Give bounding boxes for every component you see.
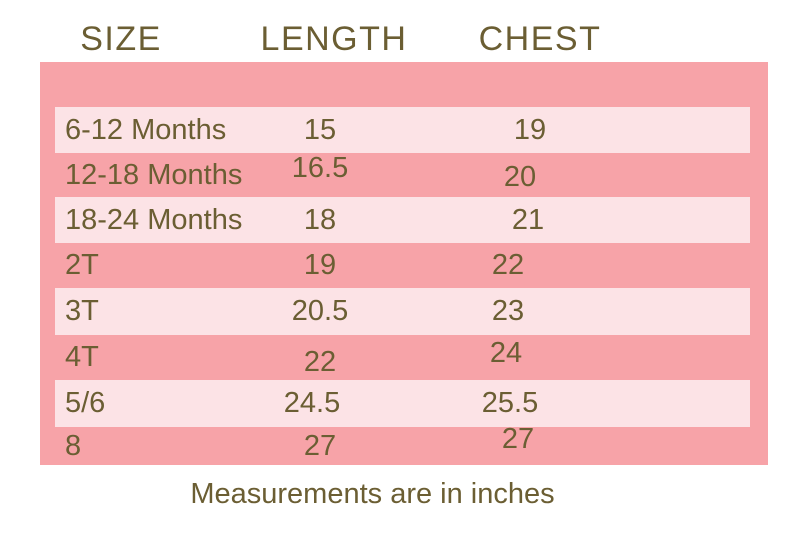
cell-length: 27 — [303, 429, 337, 462]
cell-length: 22 — [303, 346, 337, 378]
column-header-size: SIZE — [80, 20, 162, 58]
cell-chest: 19 — [513, 113, 547, 146]
table-row-5-6: 5/6 24.5 25.5 — [55, 380, 750, 427]
cell-length: 15 — [303, 113, 337, 146]
cell-chest: 25.5 — [481, 387, 539, 419]
table-row-4t: 4T 22 24 — [40, 335, 768, 380]
cell-length: 16.5 — [291, 151, 349, 184]
cell-length: 20.5 — [291, 295, 349, 327]
table-row-2t: 2T 19 22 — [40, 243, 768, 288]
cell-size: 18-24 Months — [65, 203, 243, 236]
cell-size: 8 — [65, 429, 82, 462]
table-row-6-12-months: 6-12 Months 15 19 — [55, 107, 750, 153]
table-row-8: 8 27 27 — [40, 423, 768, 465]
cell-size: 6-12 Months — [65, 113, 227, 146]
cell-chest: 24 — [489, 337, 523, 369]
cell-size: 5/6 — [65, 387, 106, 419]
column-header-length: LENGTH — [260, 20, 408, 58]
table-row-3t: 3T 20.5 23 — [55, 288, 750, 335]
cell-size: 12-18 Months — [65, 158, 243, 191]
cell-length: 18 — [303, 203, 337, 236]
cell-chest: 20 — [503, 160, 537, 193]
cell-size: 2T — [65, 249, 99, 281]
measurement-note: Measurements are in inches — [190, 478, 555, 510]
table-row-12-18-months: 12-18 Months 16.5 20 — [40, 151, 768, 197]
table-row-18-24-months: 18-24 Months 18 21 — [55, 197, 750, 243]
cell-chest: 27 — [501, 422, 535, 455]
cell-chest: 23 — [491, 295, 525, 327]
cell-size: 3T — [65, 295, 99, 327]
cell-length: 24.5 — [283, 387, 341, 419]
cell-chest: 21 — [511, 203, 545, 236]
cell-chest: 22 — [491, 249, 525, 281]
column-header-chest: CHEST — [478, 20, 602, 58]
cell-length: 19 — [303, 249, 337, 281]
cell-size: 4T — [65, 341, 99, 373]
size-table: 6-12 Months 15 19 12-18 Months 16.5 20 1… — [40, 62, 768, 465]
